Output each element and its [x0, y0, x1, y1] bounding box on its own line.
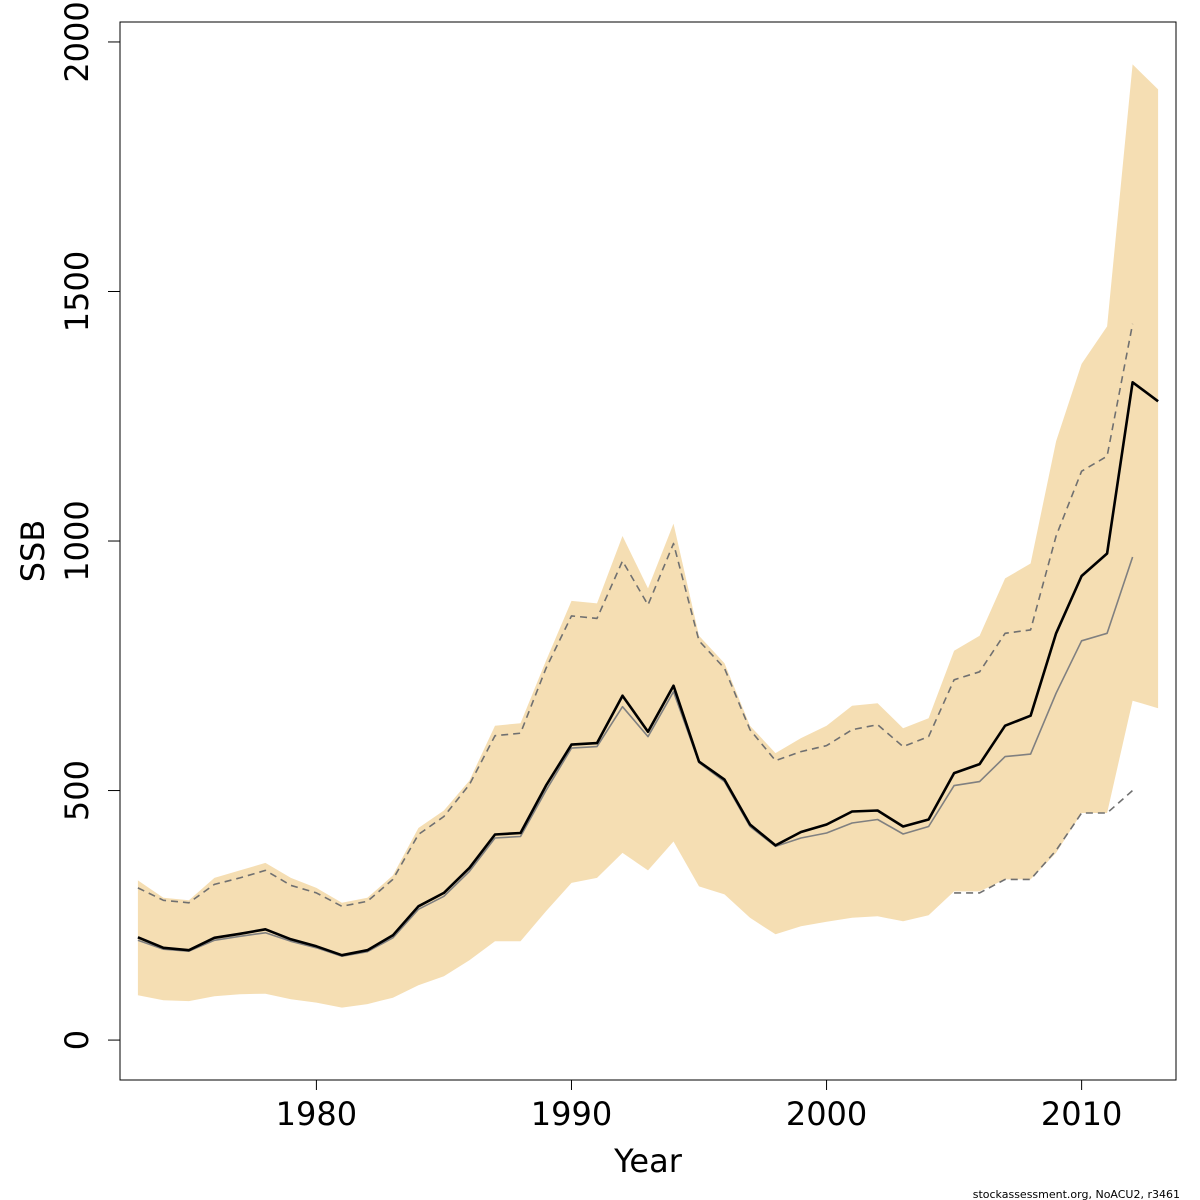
previous-estimate-line — [137, 556, 1134, 957]
estimate-line — [137, 381, 1159, 957]
footnote: stockassessment.org, NoACU2, r3461 — [973, 1188, 1180, 1200]
y-tick-label-2000: 2000 — [58, 1, 96, 82]
x-tick-label-2000: 2000 — [786, 1095, 867, 1133]
y-tick-label-500: 500 — [58, 760, 96, 821]
y-axis-title: SSB — [14, 520, 52, 583]
x-axis-title: Year — [613, 1142, 683, 1180]
previous-lower-line — [954, 789, 1134, 894]
x-tick-label-2010: 2010 — [1041, 1095, 1122, 1133]
y-tick-label-1500: 1500 — [58, 251, 96, 332]
x-tick-label-1980: 1980 — [276, 1095, 357, 1133]
y-tick-label-0: 0 — [58, 1030, 96, 1050]
previous-upper-line — [137, 323, 1134, 908]
axes-layer: 1980 1990 2000 2010 0 500 1000 1500 2000 — [58, 1, 1122, 1133]
x-tick-label-1990: 1990 — [531, 1095, 612, 1133]
y-tick-label-1000: 1000 — [58, 500, 96, 581]
series-lines-layer — [137, 323, 1159, 957]
confidence-band — [137, 64, 1159, 1008]
confidence-band-layer — [137, 64, 1159, 1008]
